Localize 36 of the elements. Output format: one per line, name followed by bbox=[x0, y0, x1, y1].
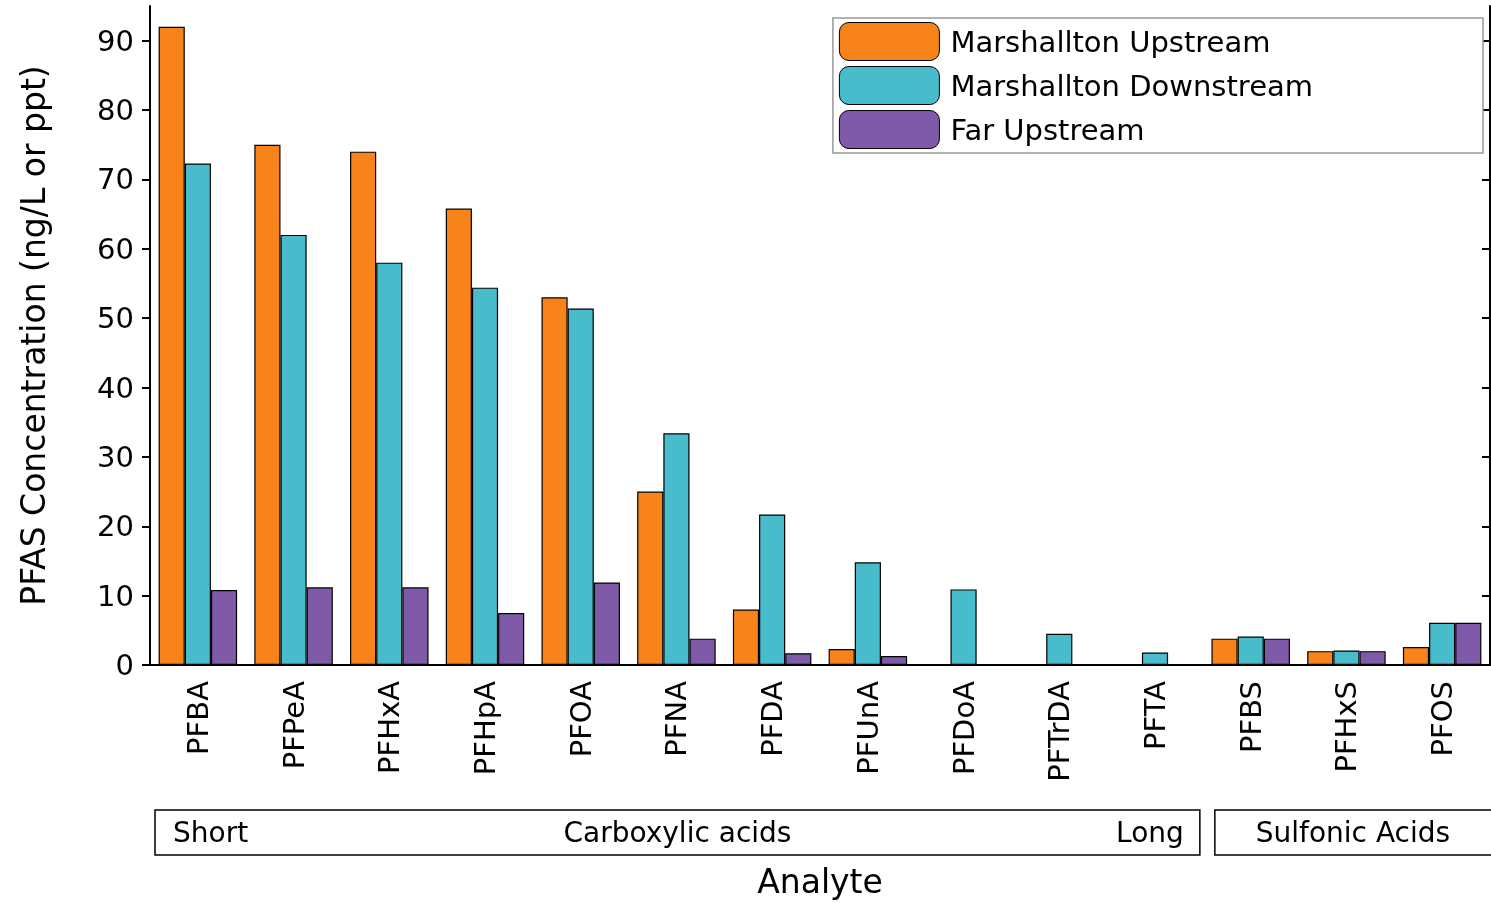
x-tick-label: PFBS bbox=[1233, 681, 1268, 753]
y-tick-label: 60 bbox=[97, 231, 134, 266]
y-tick-label: 20 bbox=[97, 509, 134, 544]
y-axis-title: PFAS Concentration (ng/L or ppt) bbox=[14, 65, 53, 606]
x-tick-label: PFBA bbox=[180, 680, 215, 755]
x-tick-label: PFDoA bbox=[946, 680, 981, 776]
y-tick-label: 90 bbox=[97, 23, 134, 58]
x-tick-label: PFTA bbox=[1138, 680, 1172, 750]
y-tick-label: 0 bbox=[115, 648, 134, 682]
x-tick-label: PFPeA bbox=[276, 680, 311, 770]
bar bbox=[1141, 652, 1169, 665]
x-tick-label: PFHxA bbox=[372, 680, 407, 774]
legend-label: Marshallton Upstream bbox=[950, 24, 1271, 59]
text: Sulfonic Acids bbox=[1255, 816, 1451, 849]
x-tick-label: PFHxS bbox=[1329, 681, 1364, 773]
x-tick-label: PFOA bbox=[563, 680, 598, 758]
legend-label: Marshallton Downstream bbox=[950, 68, 1314, 103]
x-tick-label: PFDA bbox=[755, 680, 790, 757]
x-tick-label: PFTrDA bbox=[1042, 680, 1077, 782]
bar bbox=[1046, 633, 1073, 665]
y-tick-label: 70 bbox=[97, 162, 134, 197]
x-tick-label: PFUnA bbox=[850, 680, 885, 775]
text: Short bbox=[173, 816, 249, 849]
y-tick-label: 50 bbox=[97, 301, 134, 336]
x-tick-label: PFOS bbox=[1425, 681, 1460, 757]
legend-label: Far Upstream bbox=[950, 112, 1145, 147]
y-tick-label: 80 bbox=[97, 93, 134, 128]
x-tick-label: PFNA bbox=[659, 680, 694, 757]
y-tick-label: 40 bbox=[97, 370, 134, 405]
y-tick-label: 30 bbox=[97, 439, 134, 474]
y-tick-label: 10 bbox=[97, 578, 134, 613]
x-axis-title: Analyte bbox=[757, 862, 883, 901]
bar bbox=[950, 589, 977, 665]
text: Carboxylic acids bbox=[563, 816, 792, 849]
text: Long bbox=[1116, 816, 1184, 849]
x-tick-label: PFHpA bbox=[468, 680, 502, 776]
